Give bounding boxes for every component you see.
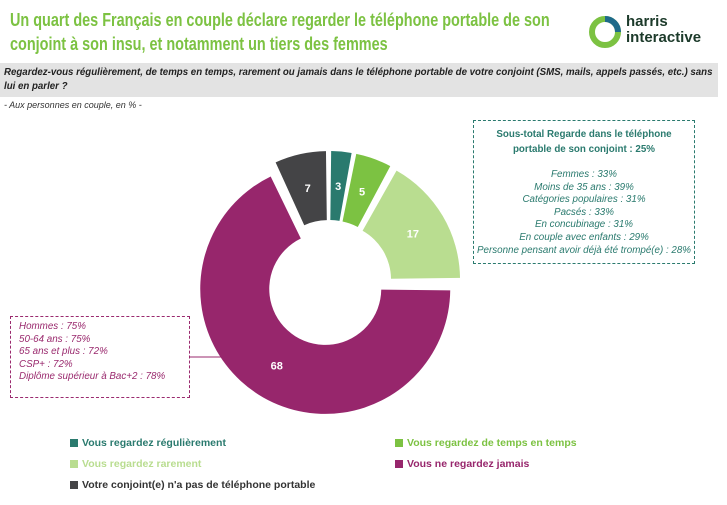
legend-label: Vous regardez régulièrement — [82, 437, 226, 449]
slice-value-label: 5 — [359, 186, 365, 198]
logo-ring-icon — [589, 16, 621, 48]
legend-label: Vous regardez rarement — [82, 458, 202, 470]
slice-1 — [342, 153, 391, 228]
never-profile-line: CSP+ : 72% — [19, 358, 73, 370]
slice-2 — [362, 170, 461, 279]
slice-4 — [275, 151, 327, 226]
slice-3 — [200, 176, 451, 414]
legend-item-sometimes: Vous regardez de temps en temps — [395, 437, 577, 449]
legend-label: Votre conjoint(e) n'a pas de téléphone p… — [82, 479, 316, 491]
legend-label: Vous ne regardez jamais — [407, 458, 530, 470]
subtotal-line: En couple avec enfants : 29% — [519, 231, 649, 243]
legend-label: Vous regardez de temps en temps — [407, 437, 577, 449]
slice-value-label: 68 — [271, 360, 283, 372]
never-profile-line: 50-64 ans : 75% — [19, 333, 91, 345]
base-note: - Aux personnes en couple, en % - — [4, 100, 142, 110]
subtotal-line: Femmes : 33% — [551, 169, 617, 180]
subtotal-line: Moins de 35 ans : 39% — [534, 181, 634, 193]
legend-swatch — [70, 439, 78, 447]
page-title: Un quart des Français en couple déclare … — [10, 9, 550, 54]
legend-swatch — [70, 481, 78, 489]
slice-value-label: 3 — [335, 181, 341, 193]
never-profile-line: Diplôme supérieur à Bac+2 : 78% — [19, 371, 166, 383]
never-profile-line: 65 ans et plus : 72% — [19, 346, 108, 358]
legend-swatch — [70, 460, 78, 468]
slice-0 — [330, 151, 352, 221]
harris-interactive-logo: harris interactive — [588, 12, 718, 52]
legend-item-rarely: Vous regardez rarement — [70, 458, 201, 470]
never-profile-line: Hommes : 75% — [19, 321, 86, 332]
subtotal-line: Personne pensant avoir déjà été trompé(e… — [476, 244, 692, 256]
never-profile-box: Hommes : 75% 50-64 ans : 75% 65 ans et plu… — [10, 316, 190, 398]
subtotal-line: Catégories populaires : 31% — [522, 194, 646, 206]
slice-value-label: 7 — [305, 183, 311, 195]
logo-line1: harris — [626, 13, 668, 30]
legend-swatch — [395, 439, 403, 447]
slice-value-label: 17 — [407, 228, 419, 240]
subtotal-line: En concubinage : 31% — [534, 219, 634, 231]
legend-swatch — [395, 460, 403, 468]
question: Regardez-vous régulièrement, de temps en… — [0, 63, 718, 97]
legend-item-never: Vous ne regardez jamais — [395, 458, 529, 470]
subtotal-heading: Sous-total Regarde dans le téléphone por… — [496, 129, 672, 155]
legend-item-regularly: Vous regardez régulièrement — [70, 437, 226, 449]
subtotal-line: Pacsés : 33% — [554, 206, 614, 218]
logo-line2: interactive — [626, 29, 702, 46]
legend-item-no-phone: Votre conjoint(e) n'a pas de téléphone p… — [70, 479, 315, 491]
subtotal-box: Sous-total Regarde dans le téléphone por… — [473, 120, 695, 265]
